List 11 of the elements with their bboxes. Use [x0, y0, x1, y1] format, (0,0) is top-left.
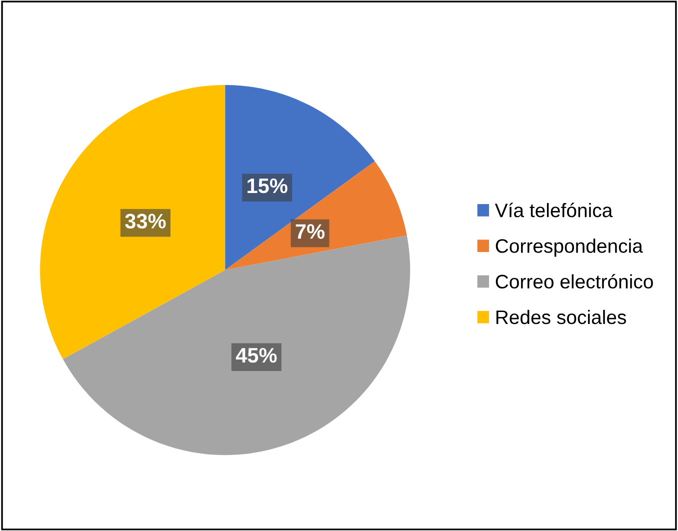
pie-slice	[225, 161, 407, 270]
data-label: 15%	[248, 178, 288, 194]
data-label: 33%	[125, 214, 166, 229]
legend-label: Vía telefónica	[494, 202, 613, 218]
legend-label: Correspondencia	[496, 238, 643, 257]
data-label: 7%	[296, 224, 325, 239]
data-label: 45%	[236, 348, 277, 363]
pie-slice	[225, 84, 375, 270]
pie-slice	[40, 84, 226, 360]
legend-label: Redes sociales	[496, 310, 626, 324]
legend-label: Correo electrónico	[496, 274, 653, 289]
